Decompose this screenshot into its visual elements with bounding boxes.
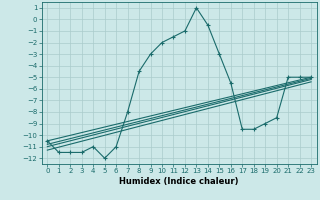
X-axis label: Humidex (Indice chaleur): Humidex (Indice chaleur) (119, 177, 239, 186)
